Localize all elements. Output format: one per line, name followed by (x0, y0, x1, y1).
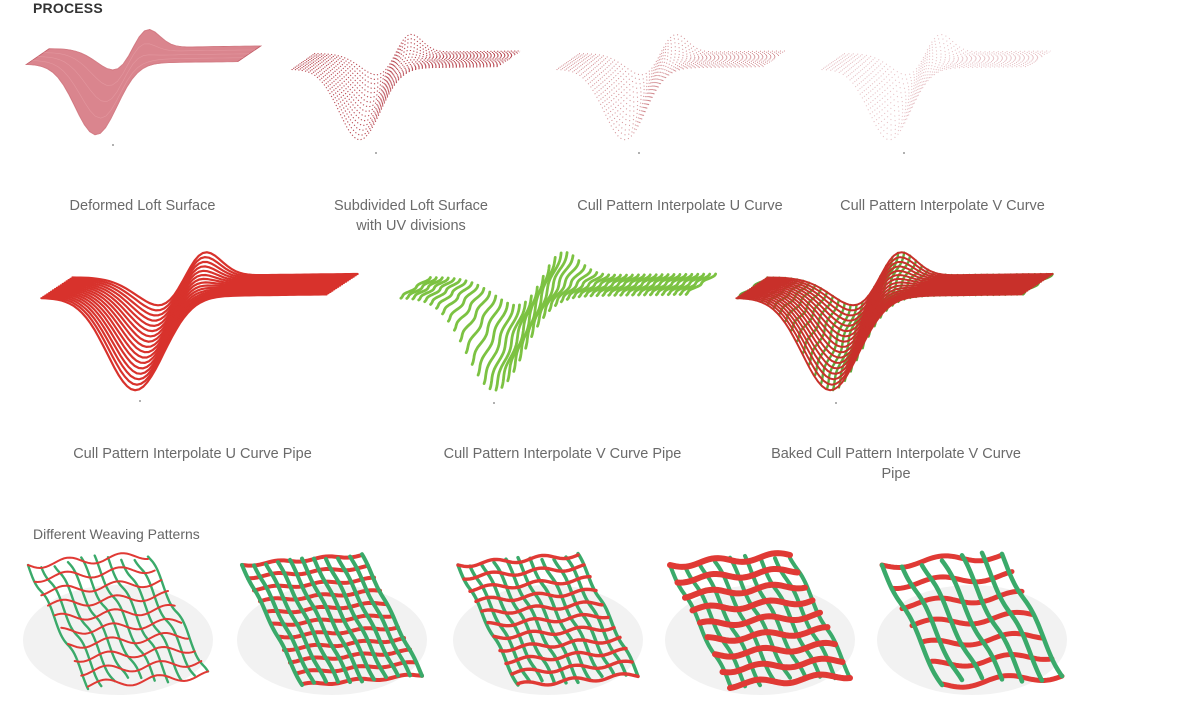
page-title: PROCESS (33, 0, 103, 16)
weaving-pattern-3 (453, 551, 643, 695)
subdivided-loft-surface-figure (291, 33, 521, 141)
step-caption: Cull Pattern Interpolate U Curve (577, 198, 783, 214)
v-curve-pipe-figure (399, 251, 717, 392)
origin-dot (112, 144, 114, 146)
origin-dot (375, 152, 377, 154)
step-caption: Cull Pattern Interpolate U Curve Pipe (73, 446, 312, 462)
step-caption: Baked Cull Pattern Interpolate V Curve P… (771, 446, 1021, 482)
step-caption: Cull Pattern Interpolate V Curve Pipe (443, 446, 682, 462)
cull-u-curve-figure (556, 33, 786, 141)
weaving-pattern-1 (23, 552, 213, 695)
cull-v-curve-figure (821, 33, 1051, 141)
step-caption: Cull Pattern Interpolate V Curve (840, 198, 1045, 214)
weaving-patterns-title: Different Weaving Patterns (33, 526, 200, 542)
step-caption: Subdivided Loft Surface with UV division… (334, 198, 488, 234)
origin-dot (493, 402, 495, 404)
u-curve-pipe-figure (40, 251, 359, 392)
weaving-pattern-4 (665, 550, 855, 695)
weaving-pattern-5 (877, 550, 1067, 695)
origin-dot (835, 402, 837, 404)
baked-pipe-figure (735, 251, 1054, 392)
step-caption: Deformed Loft Surface (69, 198, 216, 214)
weaving-pattern-2 (237, 552, 427, 695)
origin-dot (638, 152, 640, 154)
deformed-loft-surface-figure (25, 29, 263, 136)
origin-dot (903, 152, 905, 154)
origin-dot (139, 400, 141, 402)
